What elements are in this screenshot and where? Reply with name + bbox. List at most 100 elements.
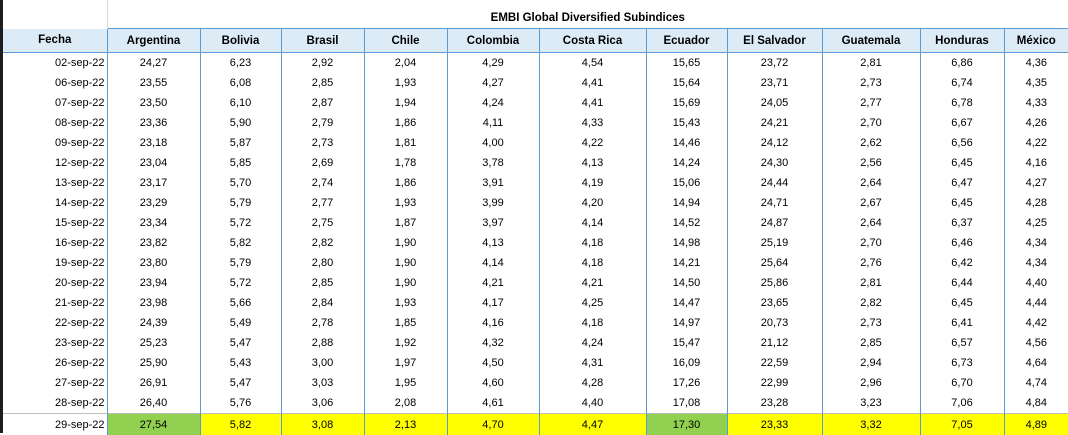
value-cell[interactable]: 2,87 [281, 93, 364, 113]
value-cell[interactable]: 2,82 [281, 233, 364, 253]
value-cell[interactable]: 17,30 [646, 414, 727, 435]
value-cell[interactable]: 14,98 [646, 233, 727, 253]
date-column-header[interactable]: Fecha [3, 29, 107, 53]
value-cell[interactable]: 4,41 [539, 73, 646, 93]
value-cell[interactable]: 23,94 [107, 273, 200, 293]
value-cell[interactable]: 2,77 [822, 93, 920, 113]
value-cell[interactable]: 5,85 [200, 153, 281, 173]
value-cell[interactable]: 6,46 [920, 233, 1004, 253]
value-cell[interactable]: 2,73 [281, 133, 364, 153]
value-cell[interactable]: 2,75 [281, 213, 364, 233]
column-header-ecuador[interactable]: Ecuador [646, 29, 727, 53]
value-cell[interactable]: 4,33 [1004, 93, 1068, 113]
value-cell[interactable]: 4,27 [1004, 173, 1068, 193]
value-cell[interactable]: 4,14 [447, 253, 539, 273]
value-cell[interactable]: 3,23 [822, 393, 920, 414]
value-cell[interactable]: 4,89 [1004, 414, 1068, 435]
date-cell[interactable]: 19-sep-22 [3, 253, 107, 273]
value-cell[interactable]: 3,00 [281, 353, 364, 373]
value-cell[interactable]: 25,90 [107, 353, 200, 373]
value-cell[interactable]: 24,87 [727, 213, 822, 233]
value-cell[interactable]: 6,86 [920, 53, 1004, 74]
value-cell[interactable]: 4,22 [1004, 133, 1068, 153]
value-cell[interactable]: 2,64 [822, 213, 920, 233]
value-cell[interactable]: 24,30 [727, 153, 822, 173]
date-cell[interactable]: 08-sep-22 [3, 113, 107, 133]
value-cell[interactable]: 4,17 [447, 293, 539, 313]
column-header-brasil[interactable]: Brasil [281, 29, 364, 53]
value-cell[interactable]: 15,47 [646, 333, 727, 353]
value-cell[interactable]: 3,97 [447, 213, 539, 233]
column-header-mexico[interactable]: México [1004, 29, 1068, 53]
date-cell[interactable]: 13-sep-22 [3, 173, 107, 193]
value-cell[interactable]: 1,85 [364, 313, 447, 333]
value-cell[interactable]: 6,37 [920, 213, 1004, 233]
value-cell[interactable]: 5,43 [200, 353, 281, 373]
value-cell[interactable]: 6,23 [200, 53, 281, 74]
blank-cell[interactable] [3, 8, 107, 29]
value-cell[interactable]: 1,93 [364, 193, 447, 213]
value-cell[interactable]: 1,90 [364, 253, 447, 273]
value-cell[interactable]: 6,41 [920, 313, 1004, 333]
value-cell[interactable]: 4,26 [1004, 113, 1068, 133]
value-cell[interactable]: 4,27 [447, 73, 539, 93]
value-cell[interactable]: 1,78 [364, 153, 447, 173]
date-cell[interactable]: 28-sep-22 [3, 393, 107, 414]
value-cell[interactable]: 2,82 [822, 293, 920, 313]
value-cell[interactable]: 14,97 [646, 313, 727, 333]
value-cell[interactable]: 15,06 [646, 173, 727, 193]
value-cell[interactable]: 2,79 [281, 113, 364, 133]
value-cell[interactable]: 4,16 [447, 313, 539, 333]
date-cell[interactable]: 23-sep-22 [3, 333, 107, 353]
value-cell[interactable]: 14,46 [646, 133, 727, 153]
column-header-el-salvador[interactable]: El Salvador [727, 29, 822, 53]
value-cell[interactable]: 4,31 [539, 353, 646, 373]
value-cell[interactable]: 26,91 [107, 373, 200, 393]
value-cell[interactable]: 25,23 [107, 333, 200, 353]
value-cell[interactable]: 4,36 [1004, 53, 1068, 74]
value-cell[interactable]: 6,45 [920, 193, 1004, 213]
value-cell[interactable]: 2,67 [822, 193, 920, 213]
value-cell[interactable]: 23,72 [727, 53, 822, 74]
value-cell[interactable]: 4,14 [539, 213, 646, 233]
value-cell[interactable]: 23,98 [107, 293, 200, 313]
value-cell[interactable]: 4,50 [447, 353, 539, 373]
value-cell[interactable]: 15,64 [646, 73, 727, 93]
value-cell[interactable]: 2,70 [822, 113, 920, 133]
value-cell[interactable]: 2,76 [822, 253, 920, 273]
value-cell[interactable]: 4,16 [1004, 153, 1068, 173]
value-cell[interactable]: 15,69 [646, 93, 727, 113]
date-cell[interactable]: 21-sep-22 [3, 293, 107, 313]
value-cell[interactable]: 4,34 [1004, 233, 1068, 253]
value-cell[interactable]: 5,76 [200, 393, 281, 414]
value-cell[interactable]: 2,78 [281, 313, 364, 333]
date-cell[interactable]: 29-sep-22 [3, 414, 107, 435]
value-cell[interactable]: 5,82 [200, 233, 281, 253]
value-cell[interactable]: 7,06 [920, 393, 1004, 414]
value-cell[interactable]: 17,26 [646, 373, 727, 393]
value-cell[interactable]: 4,60 [447, 373, 539, 393]
value-cell[interactable]: 6,56 [920, 133, 1004, 153]
blank-cell[interactable] [107, 0, 1068, 8]
value-cell[interactable]: 4,18 [539, 253, 646, 273]
value-cell[interactable]: 2,85 [281, 273, 364, 293]
value-cell[interactable]: 6,67 [920, 113, 1004, 133]
value-cell[interactable]: 25,19 [727, 233, 822, 253]
value-cell[interactable]: 15,43 [646, 113, 727, 133]
value-cell[interactable]: 24,12 [727, 133, 822, 153]
value-cell[interactable]: 5,82 [200, 414, 281, 435]
value-cell[interactable]: 2,81 [822, 53, 920, 74]
value-cell[interactable]: 23,36 [107, 113, 200, 133]
value-cell[interactable]: 1,90 [364, 233, 447, 253]
value-cell[interactable]: 5,70 [200, 173, 281, 193]
value-cell[interactable]: 23,82 [107, 233, 200, 253]
value-cell[interactable]: 23,33 [727, 414, 822, 435]
value-cell[interactable]: 27,54 [107, 414, 200, 435]
table-title[interactable]: EMBI Global Diversified Subindices [107, 8, 1068, 29]
value-cell[interactable]: 4,28 [539, 373, 646, 393]
value-cell[interactable]: 1,86 [364, 113, 447, 133]
value-cell[interactable]: 1,87 [364, 213, 447, 233]
date-cell[interactable]: 09-sep-22 [3, 133, 107, 153]
value-cell[interactable]: 22,99 [727, 373, 822, 393]
value-cell[interactable]: 23,71 [727, 73, 822, 93]
